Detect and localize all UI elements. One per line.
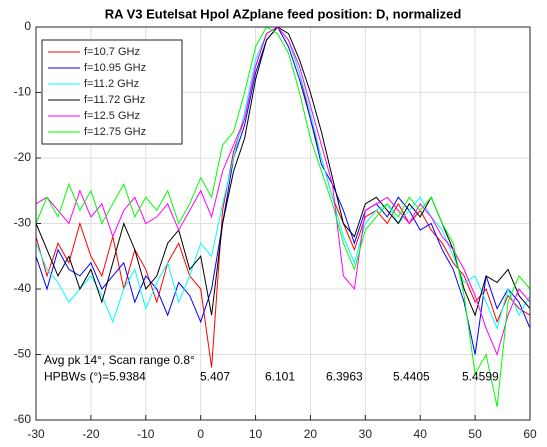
y-tick-label: -10 [14,85,32,99]
x-tick-label: 30 [359,427,373,441]
y-tick-label: -30 [14,216,32,230]
legend-label: f=11.72 GHz [84,94,145,106]
series-line [35,26,531,317]
x-tick-label: 40 [414,427,428,441]
y-tick-label: -60 [14,412,32,426]
series-line [35,26,531,408]
x-tick-label: 20 [304,427,318,441]
x-tick-label: 0 [197,427,204,441]
annotation: 6.3963 [326,370,363,384]
annotation: 5.407 [200,370,230,384]
annotation: 5.4405 [393,370,430,384]
x-tick-label: -20 [82,427,100,441]
annotation: Avg pk 14°, Scan range 0.8° [44,353,195,367]
legend-label: f=12.75 GHz [84,126,146,138]
x-tick-label: 10 [249,427,263,441]
annotation: 5.4599 [462,370,499,384]
x-tick-label: 50 [468,427,482,441]
legend-box [41,39,183,145]
series-line [35,26,531,355]
x-tick-label: 60 [523,427,537,441]
y-tick-label: -40 [14,281,32,295]
y-tick-label: -50 [14,347,32,361]
annotation: 6.101 [265,370,295,384]
y-tick-label: 0 [24,19,31,33]
annotation: HPBWs (°)=5.9384 [44,370,146,384]
chart-title: RA V3 Eutelsat Hpol AZplane feed positio… [105,6,462,21]
legend-label: f=10.95 GHz [84,62,146,74]
x-tick-label: -10 [137,427,155,441]
plot-frame [35,26,531,421]
series-line [35,26,531,357]
x-tick-label: -30 [27,427,45,441]
legend-label: f=10.7 GHz [84,46,140,58]
legend-label: f=12.5 GHz [84,110,140,122]
legend-label: f=11.2 GHz [84,78,139,90]
y-tick-label: -20 [14,150,32,164]
